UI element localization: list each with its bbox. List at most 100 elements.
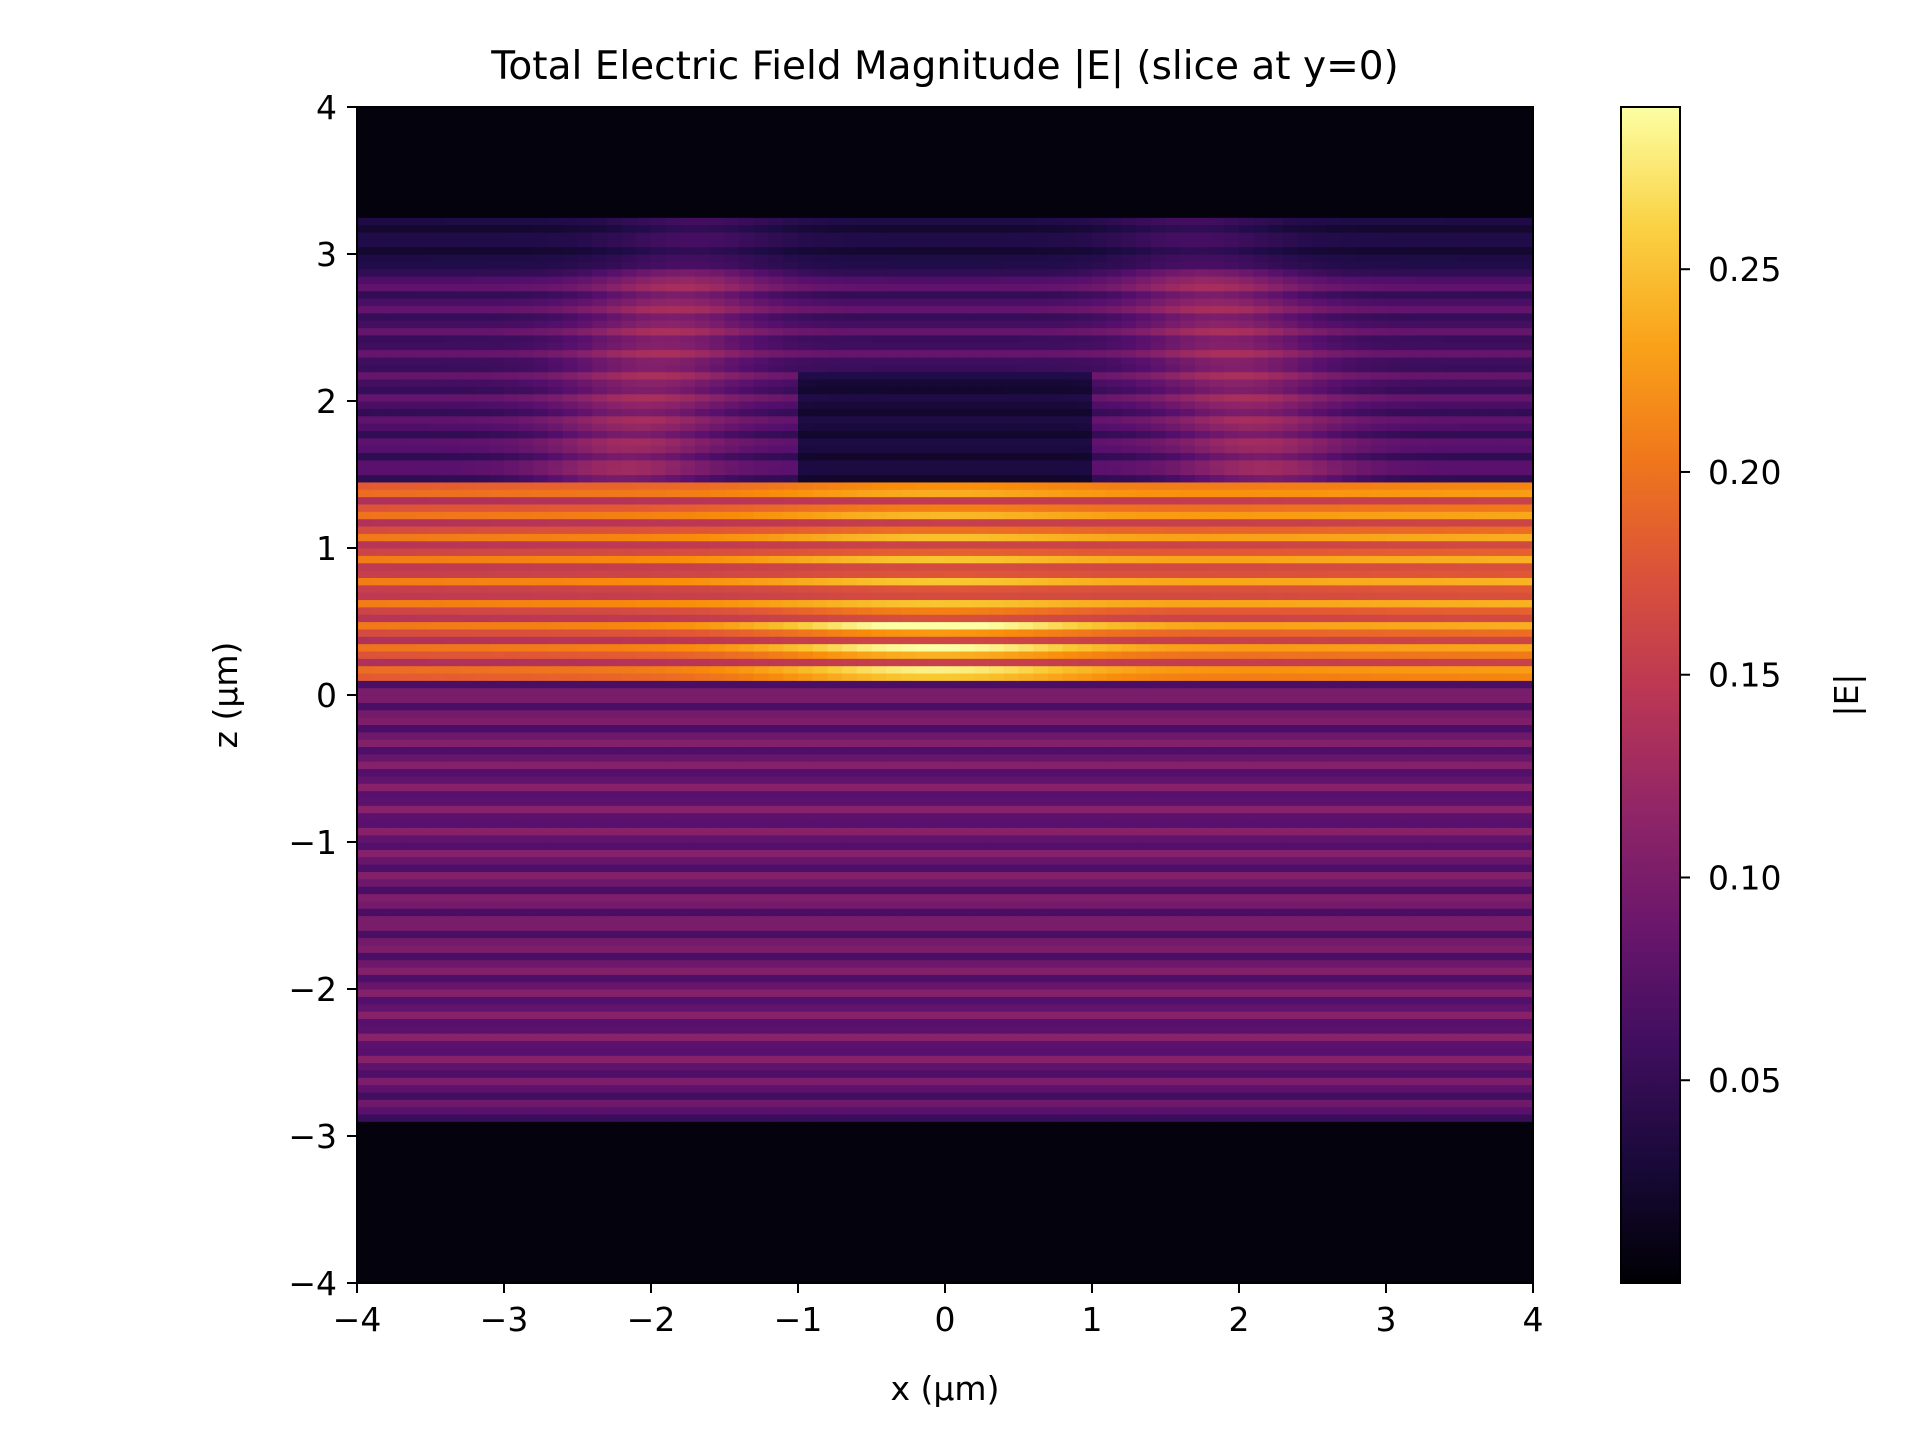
- heatmap-cell: [1504, 1195, 1519, 1203]
- heatmap-cell: [886, 996, 901, 1004]
- heatmap-cell: [798, 960, 813, 968]
- heatmap-cell: [1136, 996, 1151, 1004]
- heatmap-cell: [1313, 1210, 1328, 1218]
- heatmap-cell: [1401, 1077, 1416, 1085]
- heatmap-cell: [1121, 1246, 1136, 1254]
- heatmap-cell: [548, 857, 563, 865]
- heatmap-cell: [460, 930, 475, 938]
- heatmap-cell: [1239, 938, 1254, 946]
- heatmap-cell: [386, 1151, 401, 1159]
- heatmap-cell: [989, 1004, 1004, 1012]
- heatmap-cell: [1092, 842, 1107, 850]
- heatmap-cell: [592, 982, 607, 990]
- heatmap-cell: [739, 1129, 754, 1137]
- heatmap-cell: [1107, 1026, 1122, 1034]
- heatmap-cell: [754, 960, 769, 968]
- heatmap-cell: [1224, 827, 1239, 835]
- heatmap-cell: [1327, 1173, 1342, 1181]
- heatmap-cell: [901, 1187, 916, 1195]
- heatmap-cell: [1518, 1195, 1533, 1203]
- heatmap-cell: [1401, 1173, 1416, 1181]
- heatmap-cell: [386, 908, 401, 916]
- heatmap-cell: [960, 1202, 975, 1210]
- heatmap-cell: [1371, 1187, 1386, 1195]
- heatmap-cell: [1371, 901, 1386, 909]
- heatmap-cell: [636, 1063, 651, 1071]
- heatmap-cell: [1033, 1239, 1048, 1247]
- heatmap-cell: [1386, 1246, 1401, 1254]
- heatmap-cell: [754, 1107, 769, 1115]
- heatmap-cell: [1445, 1239, 1460, 1247]
- heatmap-cell: [431, 1055, 446, 1063]
- heatmap-cell: [945, 1011, 960, 1019]
- heatmap-cell: [1048, 1033, 1063, 1041]
- heatmap-cell: [710, 1217, 725, 1225]
- heatmap-cell: [1063, 1187, 1078, 1195]
- heatmap-cell: [489, 1129, 504, 1137]
- heatmap-cell: [636, 1224, 651, 1232]
- heatmap-cell: [1298, 1173, 1313, 1181]
- heatmap-cell: [916, 1063, 931, 1071]
- heatmap-cell: [548, 1055, 563, 1063]
- heatmap-cell: [886, 1158, 901, 1166]
- heatmap-cell: [1092, 864, 1107, 872]
- heatmap-cell: [592, 871, 607, 879]
- heatmap-cell: [1195, 1210, 1210, 1218]
- heatmap-cell: [1386, 1040, 1401, 1048]
- heatmap-cell: [1151, 996, 1166, 1004]
- heatmap-cell: [827, 1187, 842, 1195]
- heatmap-cell: [1151, 1217, 1166, 1225]
- heatmap-cell: [504, 1165, 519, 1173]
- heatmap-cell: [1136, 1085, 1151, 1093]
- heatmap-cell: [533, 1165, 548, 1173]
- heatmap-cell: [754, 1210, 769, 1218]
- heatmap-cell: [1445, 1033, 1460, 1041]
- heatmap-cell: [974, 857, 989, 865]
- heatmap-cell: [680, 1165, 695, 1173]
- heatmap-cell: [1019, 1033, 1034, 1041]
- heatmap-cell: [1077, 916, 1092, 924]
- heatmap-cell: [930, 1070, 945, 1078]
- heatmap-cell: [1386, 1018, 1401, 1026]
- heatmap-cell: [1460, 1261, 1475, 1269]
- heatmap-cell: [1033, 1063, 1048, 1071]
- heatmap-cell: [401, 1004, 416, 1012]
- heatmap-cell: [1004, 1143, 1019, 1151]
- heatmap-cell: [607, 982, 622, 990]
- heatmap-cell: [504, 923, 519, 931]
- heatmap-cell: [827, 864, 842, 872]
- heatmap-cell: [1092, 886, 1107, 894]
- heatmap-cell: [431, 1261, 446, 1269]
- heatmap-cell: [416, 893, 431, 901]
- heatmap-cell: [842, 901, 857, 909]
- heatmap-cell: [1254, 1055, 1269, 1063]
- heatmap-cell: [416, 835, 431, 843]
- heatmap-cell: [1151, 1048, 1166, 1056]
- heatmap-cell: [607, 857, 622, 865]
- heatmap-cell: [666, 1033, 681, 1041]
- heatmap-cell: [1166, 1165, 1181, 1173]
- heatmap-cell: [783, 1018, 798, 1026]
- heatmap-cell: [739, 1018, 754, 1026]
- heatmap-cell: [1254, 1121, 1269, 1129]
- heatmap-cell: [401, 871, 416, 879]
- heatmap-cell: [695, 1011, 710, 1019]
- heatmap-cell: [416, 857, 431, 865]
- heatmap-cell: [1445, 1129, 1460, 1137]
- heatmap-cell: [857, 864, 872, 872]
- heatmap-cell: [1151, 849, 1166, 857]
- heatmap-cell: [1019, 886, 1034, 894]
- heatmap-cell: [680, 1107, 695, 1115]
- heatmap-cell: [1460, 1246, 1475, 1254]
- heatmap-cell: [886, 1180, 901, 1188]
- heatmap-cell: [916, 945, 931, 953]
- heatmap-cell: [945, 1107, 960, 1115]
- heatmap-cell: [1019, 1114, 1034, 1122]
- heatmap-cell: [1357, 857, 1372, 865]
- heatmap-cell: [1283, 989, 1298, 997]
- heatmap-cell: [1121, 1136, 1136, 1144]
- heatmap-cell: [1327, 886, 1342, 894]
- heatmap-cell: [1386, 871, 1401, 879]
- heatmap-cell: [1121, 886, 1136, 894]
- heatmap-cell: [857, 1202, 872, 1210]
